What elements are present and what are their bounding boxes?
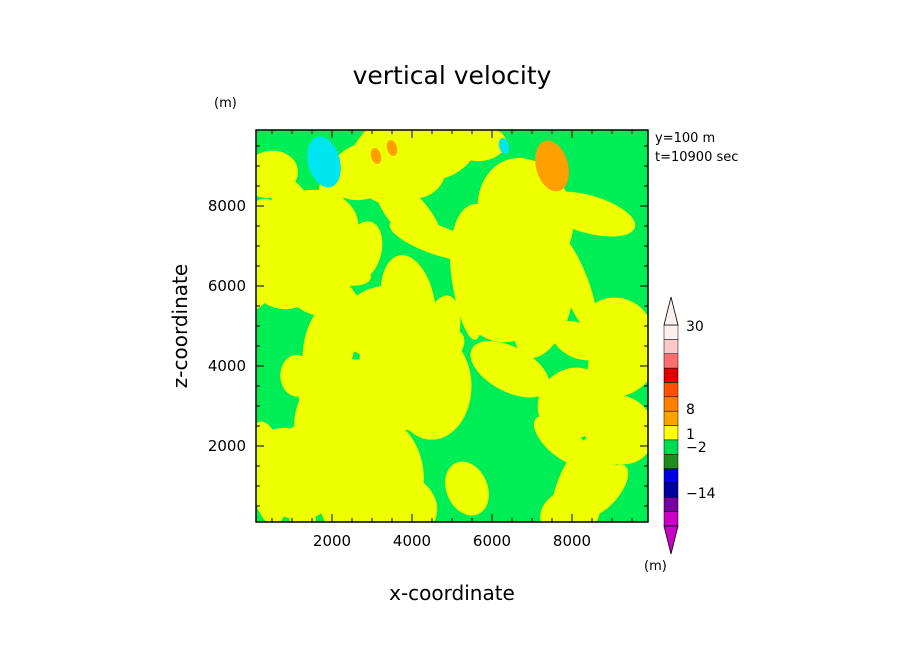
colorbar-bottom-arrow — [663, 525, 679, 555]
colorbar-label: −2 — [686, 440, 707, 456]
contour-yellow — [540, 191, 636, 237]
x-tick-label: 2000 — [313, 532, 351, 550]
colorbar-unit-label: (m) — [644, 559, 667, 574]
colorbar-segment — [663, 367, 679, 383]
colorbar-label: 30 — [686, 319, 704, 335]
contour-yellow — [256, 150, 298, 198]
contour-yellow — [345, 418, 424, 522]
contour-yellow — [615, 337, 645, 369]
colorbar-segment — [663, 425, 679, 441]
contour-yellow — [263, 424, 334, 519]
colorbar-segment — [663, 468, 679, 484]
y-tick-label: 8000 — [208, 197, 246, 215]
colorbar-segment — [663, 497, 679, 512]
y-axis-title: z-coordinate — [168, 264, 192, 388]
contour-cyan — [498, 138, 510, 154]
x-tick-label: 6000 — [473, 532, 511, 550]
x-tick-label: 4000 — [393, 532, 431, 550]
yellow-field — [256, 130, 648, 522]
colorbar-label: −14 — [686, 486, 716, 502]
colorbar-segment — [663, 382, 679, 398]
colorbar-segment — [663, 353, 679, 369]
chart-title: vertical velocity — [353, 61, 552, 90]
contour-yellow — [552, 233, 598, 333]
y-unit-label: (m) — [214, 96, 237, 111]
contour-yellow — [381, 130, 477, 182]
contour-orange — [535, 140, 569, 192]
contour-yellow — [513, 256, 574, 358]
colorbar-segment — [663, 410, 679, 426]
contour-yellow — [318, 179, 349, 233]
colorbar-segment — [663, 482, 679, 498]
y-tick-label: 4000 — [208, 357, 246, 375]
colorbar-segment — [663, 339, 679, 354]
contour-orange — [370, 148, 382, 164]
y-tick-label: 2000 — [208, 437, 246, 455]
colorbar: 30 8 1−2 −14 — [663, 296, 716, 555]
contour-yellow — [421, 295, 461, 372]
annotation-t: t=10900 sec — [655, 150, 738, 165]
contour-orange — [386, 140, 398, 156]
contour-yellow — [584, 394, 648, 465]
contour-yellow — [298, 375, 356, 420]
special-field — [307, 136, 569, 192]
contour-yellow — [445, 461, 489, 516]
contour-yellow — [452, 203, 499, 279]
colorbar-segment — [663, 439, 679, 455]
colorbar-top-arrow — [663, 296, 679, 326]
colorbar-segment — [663, 453, 679, 469]
colorbar-label: 1 — [686, 427, 695, 443]
contour-yellow — [470, 340, 550, 398]
ticks: 2000 4000 6000 8000 2000 4000 6000 8000 — [208, 130, 648, 550]
x-axis-title: x-coordinate — [389, 581, 515, 605]
contour-yellow — [256, 217, 327, 310]
colorbar-segment — [663, 324, 679, 340]
y-tick-label: 6000 — [208, 277, 246, 295]
colorbar-segment — [663, 511, 679, 527]
annotation-y: y=100 m — [655, 131, 715, 146]
contour-cyan — [307, 136, 341, 188]
contour-yellow — [346, 130, 409, 175]
colorbar-label: 8 — [686, 402, 695, 418]
plot-area — [256, 130, 648, 522]
colorbar-segment — [663, 396, 679, 412]
contour-yellow — [313, 305, 377, 375]
x-tick-label: 8000 — [553, 532, 591, 550]
